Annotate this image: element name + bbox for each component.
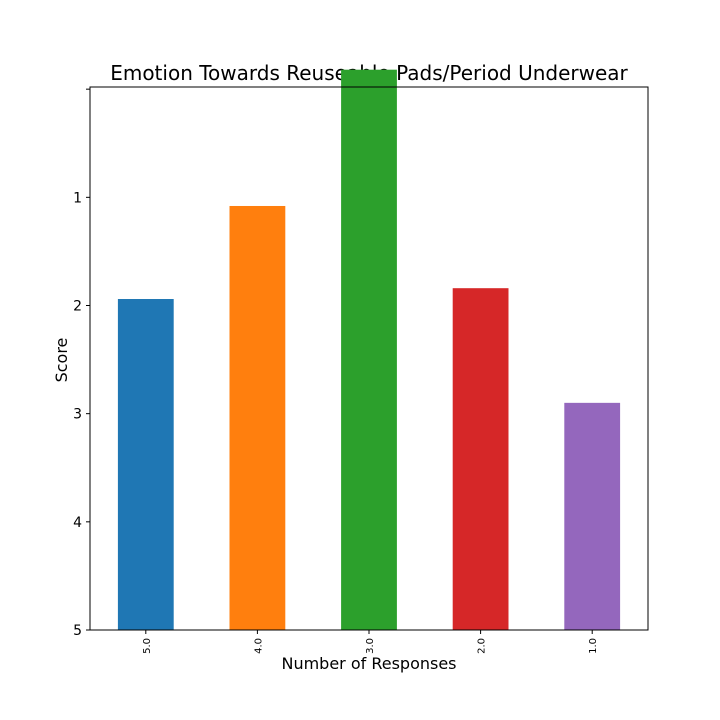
x-axis-label: Number of Responses: [281, 654, 456, 673]
bar-3.0: [341, 69, 397, 630]
y-axis: 1 2 3 4 5: [73, 88, 90, 639]
bar-5.0: [117, 299, 174, 630]
x-tick-label: 2.0: [477, 638, 488, 654]
x-tick-label: 5.0: [142, 638, 153, 654]
x-tick-label: 3.0: [365, 638, 376, 654]
y-axis-label: Score: [52, 338, 71, 383]
bars-group: [117, 69, 621, 630]
bar-4.0: [229, 205, 286, 630]
bar-2.0: [452, 288, 509, 630]
y-tick-label: 3: [73, 407, 82, 423]
bar-1.0: [564, 402, 621, 630]
y-tick-label: 1: [73, 190, 82, 206]
x-tick-label: 1.0: [588, 638, 599, 654]
y-tick-label: 4: [73, 515, 82, 531]
x-tick-label: 4.0: [253, 638, 264, 654]
x-axis: 5.0 4.0 3.0 2.0 1.0: [142, 630, 599, 654]
y-tick-label: 2: [73, 298, 82, 314]
y-tick-label: 5: [73, 623, 82, 639]
